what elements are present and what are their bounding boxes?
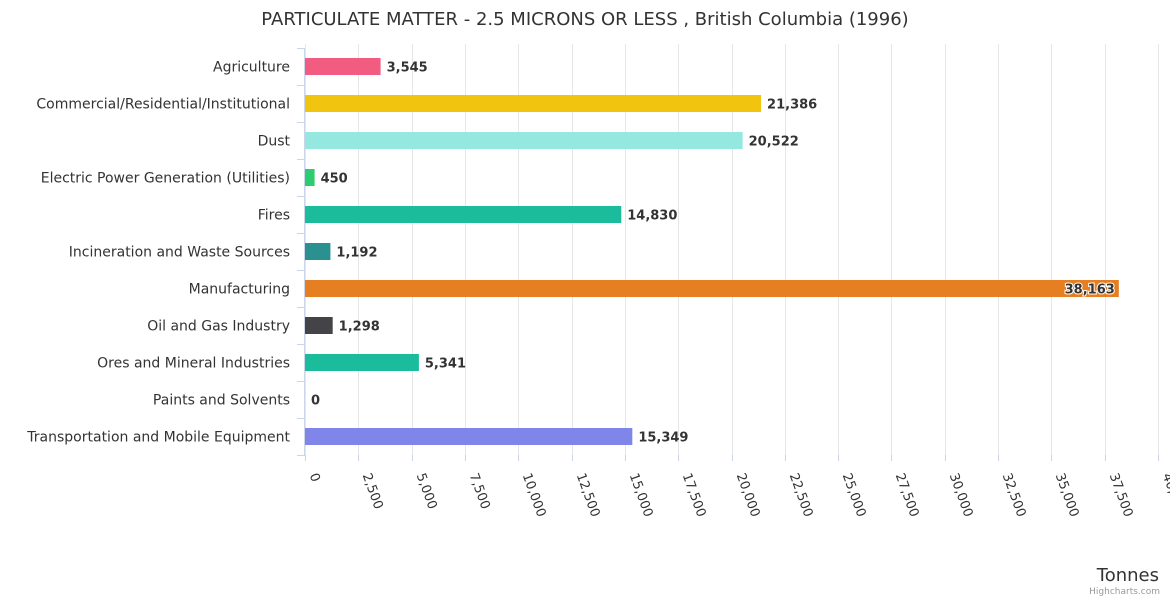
category-axis: Agriculture Commercial/Residential/Instit… [26,48,305,456]
bar[interactable] [305,243,331,260]
category-label: Manufacturing [189,282,290,298]
bar[interactable] [305,58,381,75]
tick-label: 15,000 [626,471,656,519]
tick-label: 40,000 [1159,471,1170,519]
tick-label: 0 [306,471,323,484]
data-label: 21,386 [767,98,817,113]
tick-label: 20,000 [733,471,763,519]
tick-label: 22,500 [786,471,816,519]
category-label: Dust [258,134,291,150]
bar[interactable] [305,428,633,445]
data-label: 14,830 [627,209,677,224]
tick-label: 25,000 [839,471,869,519]
data-label: 38,163 [1065,283,1115,298]
data-label: 15,349 [638,431,688,446]
category-label: Electric Power Generation (Utilities) [41,171,290,187]
tick-label: 37,500 [1106,471,1136,519]
category-label: Fires [258,208,290,224]
category-label: Ores and Mineral Industries [97,356,290,372]
bar[interactable] [305,280,1119,297]
data-label: 20,522 [749,135,799,150]
tick-label: 10,000 [519,471,549,519]
value-axis-title: Tonnes [1096,565,1159,586]
grid-layer [305,44,1159,455]
bar[interactable] [305,206,622,223]
data-label: 450 [321,172,348,187]
data-label: 1,298 [339,320,380,335]
tick-label: 2,500 [359,471,386,511]
tick-label: 32,500 [999,471,1029,519]
tick-label: 7,500 [466,471,493,511]
tick-label: 30,000 [946,471,976,519]
tick-label: 12,500 [573,471,603,519]
data-labels: 3,545 21,386 20,522 450 14,830 1,192 38,163 1,2… [311,61,1116,446]
data-label: 3,545 [387,61,428,76]
bar[interactable] [305,354,419,371]
value-axis: 0 2,500 5,000 7,500 10,000 12,500 15,000 17,500… [305,455,1170,519]
tick-label: 17,500 [679,471,709,519]
tick-label: 5,000 [413,471,440,511]
chart-title: PARTICULATE MATTER - 2.5 MICRONS OR LESS… [261,9,908,30]
category-label: Agriculture [213,60,290,76]
bar-layer [305,58,1119,445]
data-label: 5,341 [425,357,466,372]
category-label: Paints and Solvents [153,393,290,409]
data-label: 0 [311,394,320,409]
tick-label: 35,000 [1052,471,1082,519]
bar[interactable] [305,317,333,334]
category-label: Transportation and Mobile Equipment [26,430,290,446]
data-label: 1,192 [336,246,377,261]
bar[interactable] [305,95,762,112]
category-label: Oil and Gas Industry [147,319,290,335]
tick-label: 27,500 [892,471,922,519]
bar[interactable] [305,132,743,149]
bar[interactable] [305,169,315,186]
credits-link[interactable]: Highcharts.com [1089,587,1160,597]
category-label: Commercial/Residential/Institutional [36,97,290,113]
category-label: Incineration and Waste Sources [69,245,290,261]
